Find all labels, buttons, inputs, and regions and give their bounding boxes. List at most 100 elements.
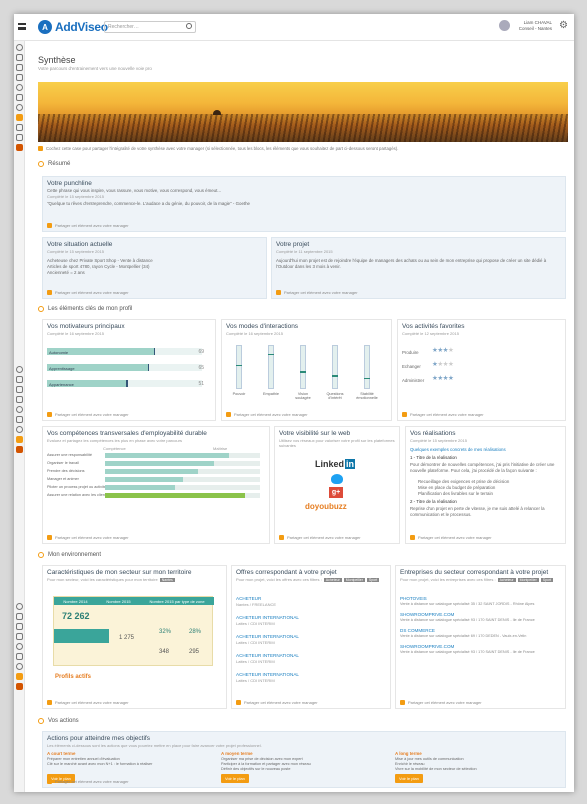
sidebar-list-icon-3[interactable]	[15, 633, 23, 640]
sidebar-briefcase-icon[interactable]	[15, 144, 23, 151]
sidebar-pin-icon-2[interactable]	[15, 426, 23, 433]
sidebar-pin-icon[interactable]	[15, 104, 23, 111]
share-checkbox[interactable]: Partager cet élément avec votre manager	[226, 412, 308, 417]
sidebar-edit-icon[interactable]	[15, 124, 23, 131]
search-icon[interactable]	[186, 23, 192, 29]
action-plan-button[interactable]: Voir le plan	[47, 774, 75, 783]
avatar[interactable]	[499, 20, 510, 31]
doyoubuzz-logo[interactable]: doyoubuzz	[305, 502, 347, 511]
filter-tag[interactable]: Acheteur	[323, 578, 342, 582]
competence-fill	[105, 485, 175, 490]
filter-tag[interactable]: Montpellier	[343, 578, 365, 582]
filter-tag[interactable]: Sport	[540, 578, 554, 582]
star-icon: ★	[442, 347, 449, 354]
sidebar-filter-icon[interactable]	[15, 134, 23, 141]
user-info[interactable]: Liam CHAVAL Conseil - Nantes	[519, 20, 552, 32]
checkbox-icon[interactable]	[279, 535, 284, 540]
checkbox-icon[interactable]	[47, 779, 52, 784]
search-input[interactable]: Rechercher…	[104, 21, 196, 33]
menu-icon[interactable]	[18, 23, 26, 30]
sidebar-list-icon[interactable]	[15, 74, 23, 81]
offre-title[interactable]: ACHETEUR	[236, 596, 262, 601]
sidebar-briefcase-icon-2[interactable]	[15, 446, 23, 453]
sidebar-profile-icon-3[interactable]	[15, 613, 23, 620]
checkbox-icon[interactable]	[236, 700, 241, 705]
sidebar-globe-icon-2[interactable]	[15, 406, 23, 413]
sidebar-doc-icon[interactable]	[15, 64, 23, 71]
checkbox-icon[interactable]	[226, 412, 231, 417]
sidebar-chart-icon[interactable]	[15, 94, 23, 101]
legend-right: Maîtrise	[213, 446, 228, 451]
competence-label: Manager et animer	[47, 477, 79, 481]
card-subtitle: Utilisez vos réseaux pour valoriser votr…	[279, 438, 395, 448]
sidebar-globe-icon-3[interactable]	[15, 643, 23, 650]
filter-tag[interactable]: Montpellier	[517, 578, 539, 582]
offre-title[interactable]: ACHETEUR INTERNATIONAL	[236, 653, 299, 658]
entreprise-title[interactable]: DS COMMERCE	[400, 628, 435, 633]
checkbox-icon[interactable]	[47, 700, 52, 705]
entreprise-title[interactable]: PHOTOVEIS	[400, 596, 427, 601]
share-checkbox[interactable]: Partager cet élément avec votre manager	[47, 290, 129, 295]
motivator-label: Autonomie	[49, 349, 69, 355]
filter-tag[interactable]: Nantes	[159, 578, 175, 582]
action-plan-button[interactable]: Voir le plan	[395, 774, 423, 783]
action-plan-button[interactable]: Voir le plan	[221, 774, 249, 783]
sidebar-profile-icon[interactable]	[15, 54, 23, 61]
offre-title[interactable]: ACHETEUR INTERNATIONAL	[236, 615, 299, 620]
sidebar-globe-icon[interactable]	[15, 84, 23, 91]
logo[interactable]: A AddViseo	[38, 19, 108, 35]
share-checkbox[interactable]: Partager cet élément avec votre manager	[47, 700, 129, 705]
gear-icon[interactable]: ⚙	[559, 20, 568, 31]
share-checkbox[interactable]: Partager cet élément avec votre manager	[402, 412, 484, 417]
linkedin-logo[interactable]: Linked in	[315, 459, 356, 469]
punchline-card: Votre punchline Cette phrase qui vous in…	[42, 176, 566, 232]
share-checkbox[interactable]: Partager cet élément avec votre manager	[279, 535, 361, 540]
checkbox-icon[interactable]	[410, 535, 415, 540]
sidebar-folder-icon[interactable]	[15, 114, 23, 121]
sidebar-folder-icon-3[interactable]	[15, 673, 23, 680]
sidebar-home-icon-3[interactable]	[15, 603, 23, 610]
share-checkbox[interactable]: Partager cet élément avec votre manager	[236, 700, 318, 705]
entreprise-title[interactable]: SHOWROOMPRIVE.COM	[400, 612, 455, 617]
sidebar-briefcase-icon-3[interactable]	[15, 683, 23, 690]
share-checkbox[interactable]: Partager cet élément avec votre manager	[400, 700, 482, 705]
share-checkbox[interactable]: Partager cet élément avec votre manager	[47, 223, 129, 228]
checkbox-icon[interactable]	[38, 146, 43, 152]
checkbox-icon[interactable]	[47, 290, 52, 295]
filter-tag[interactable]: Acheteur	[497, 578, 516, 582]
sidebar-pin-icon-3[interactable]	[15, 663, 23, 670]
entreprise-title[interactable]: SHOWROOMPRIVE.COM	[400, 644, 455, 649]
sidebar-folder-icon-2[interactable]	[15, 436, 23, 443]
sidebar-chart-icon-2[interactable]	[15, 416, 23, 423]
sidebar-doc-icon-3[interactable]	[15, 623, 23, 630]
share-checkbox[interactable]: Partager cet élément avec votre manager	[47, 535, 129, 540]
twitter-icon[interactable]	[331, 474, 343, 484]
offre-title[interactable]: ACHETEUR INTERNATIONAL	[236, 672, 299, 677]
offre-title[interactable]: ACHETEUR INTERNATIONAL	[236, 634, 299, 639]
infographic-header: Nombre 2014 Nombre 2015 Nombre 2015 par ty…	[54, 597, 214, 605]
share-label: Partager cet élément avec votre manager	[287, 534, 361, 540]
sidebar-home-icon[interactable]	[15, 44, 23, 51]
share-checkbox[interactable]: Partager cet élément avec votre manager	[410, 535, 492, 540]
checkbox-icon[interactable]	[400, 700, 405, 705]
checkbox-icon[interactable]	[402, 412, 407, 417]
sidebar-home-icon-2[interactable]	[15, 366, 23, 373]
checkbox-icon[interactable]	[47, 535, 52, 540]
sidebar-list-icon-2[interactable]	[15, 396, 23, 403]
checkbox-icon[interactable]	[47, 223, 52, 228]
share-all-checkbox[interactable]: Cochez cette case pour partager l'intégr…	[38, 146, 558, 152]
sidebar-doc-icon-2[interactable]	[15, 386, 23, 393]
star-icon: ★	[437, 347, 443, 354]
checkbox-icon[interactable]	[47, 412, 52, 417]
sidebar-chart-icon-3[interactable]	[15, 653, 23, 660]
filter-tag[interactable]: Sport	[366, 578, 380, 582]
google-plus-icon[interactable]: g+	[329, 487, 343, 498]
share-checkbox[interactable]: Partager cet élément avec votre manager	[47, 412, 129, 417]
realisations-link[interactable]: Quelques exemples concrets de mes réalis…	[410, 447, 506, 452]
motivator-label: Apprentissage	[49, 365, 75, 371]
checkbox-icon[interactable]	[276, 290, 281, 295]
share-label: Partager cet élément avec votre manager	[234, 411, 308, 417]
share-checkbox[interactable]: Partager cet élément avec votre manager	[276, 290, 358, 295]
share-checkbox[interactable]: Partager cet élément avec votre manager	[47, 779, 129, 784]
sidebar-profile-icon-2[interactable]	[15, 376, 23, 383]
